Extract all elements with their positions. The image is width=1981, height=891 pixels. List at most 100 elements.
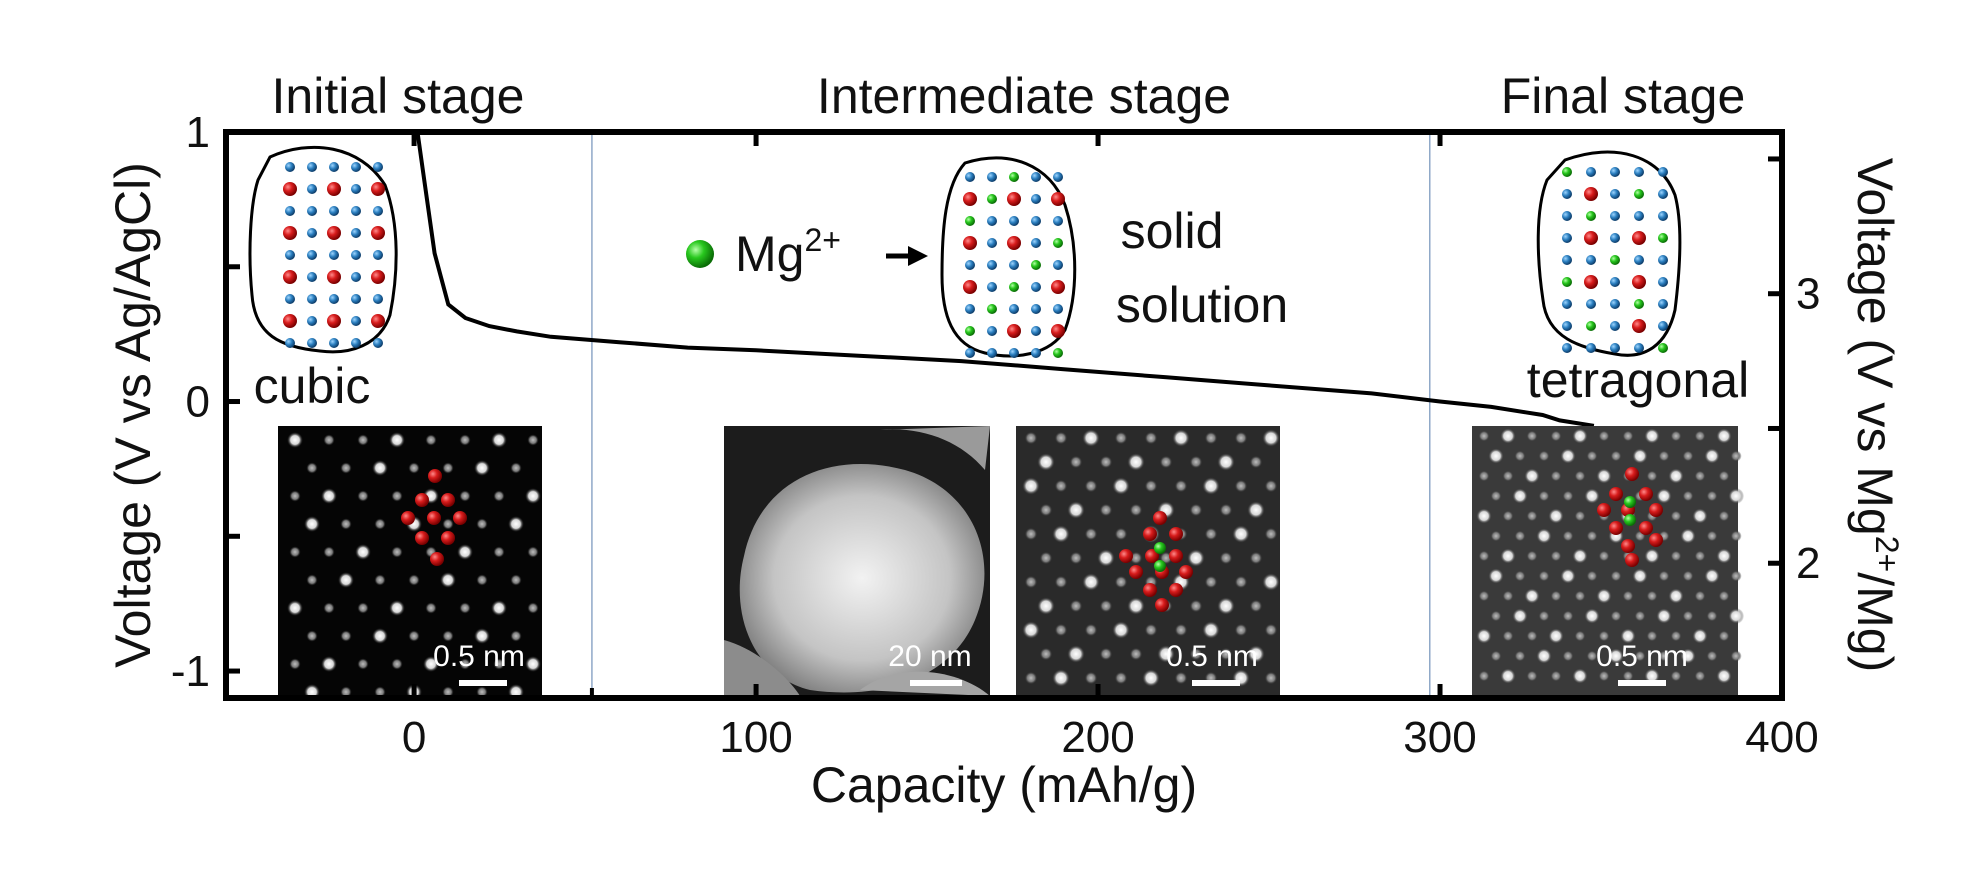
stem-atom-dot — [1538, 570, 1550, 582]
stem-atom-dot — [340, 630, 352, 642]
y-left-tick-label-0: 0 — [186, 378, 210, 427]
stem-atom-dot — [1730, 650, 1742, 662]
stem-atom-dot — [459, 602, 471, 614]
sketch-o-atom — [1632, 275, 1646, 289]
stem-atom-dot — [1550, 590, 1562, 602]
stem-atom-dot — [1668, 468, 1684, 484]
stem-atom-dot — [1114, 431, 1128, 445]
sketch-o-atom — [371, 314, 385, 328]
stem-atom-dot — [1538, 610, 1550, 622]
y-right-tick-labels: 2 3 — [1796, 270, 1820, 589]
stem-atom-dot — [1189, 455, 1203, 469]
stem-atom-dot — [306, 630, 318, 642]
stem-atom-dot — [1632, 448, 1648, 464]
sketch-mg-atom — [987, 304, 997, 314]
sketch-fe-atom — [1562, 321, 1572, 331]
stem-atom-dot — [1526, 510, 1538, 522]
o-atom-marker — [428, 469, 442, 483]
stage-title-final: Final stage — [1501, 68, 1746, 124]
stem-atom-dot — [1249, 599, 1263, 613]
stem-atom-dot — [476, 686, 488, 698]
stem-atom-dot — [476, 574, 488, 586]
stem-atom-dot — [425, 602, 437, 614]
o-atom-marker — [415, 531, 429, 545]
stem-atom-dot — [1574, 510, 1586, 522]
stem-atom-dot — [1682, 570, 1694, 582]
stem-atom-dot — [1716, 668, 1732, 684]
stem-atom-dot — [510, 462, 522, 474]
mg-atom-marker — [1154, 542, 1166, 554]
stem-atom-dot — [1694, 430, 1706, 442]
stem-atom-dot — [1478, 430, 1490, 442]
sketch-fe-atom — [965, 348, 975, 358]
stem-atom-dot — [1658, 450, 1670, 462]
sketch-mg-atom — [1009, 282, 1019, 292]
sketch-fe-atom — [1053, 216, 1063, 226]
axis-ticks — [226, 129, 1785, 698]
sketch-fe-atom — [1610, 233, 1620, 243]
stem-atom-dot — [1622, 430, 1634, 442]
o-atom-marker — [1145, 549, 1159, 563]
stem-atom-dot — [1572, 548, 1588, 564]
stem-atom-dot — [474, 460, 490, 476]
stem-atom-dot — [1217, 453, 1235, 471]
mg-ion-label: Mg2+ — [735, 222, 841, 282]
stem-atom-dot — [1488, 448, 1504, 464]
stem-atom-dot — [1670, 430, 1682, 442]
stem-atom-dot — [1114, 527, 1128, 541]
o-atom-marker — [1169, 583, 1183, 597]
stem-atom-dot — [1502, 510, 1514, 522]
stem-atom-dot — [1157, 645, 1175, 663]
stage-title-intermediate: Intermediate stage — [817, 68, 1231, 124]
sketch-fe-atom — [1610, 343, 1620, 353]
sketch-o-atom — [1584, 187, 1598, 201]
mg-ion-legend: Mg2+ — [686, 222, 928, 282]
stem-atom-dot — [1574, 470, 1586, 482]
sketch-o-atom — [283, 182, 297, 196]
sketch-o-atom — [371, 182, 385, 196]
sketch-fe-atom — [307, 272, 317, 282]
stem-atom-dot — [1524, 588, 1540, 604]
sketch-fe-atom — [1031, 282, 1041, 292]
o-atom-marker — [1621, 539, 1635, 553]
stem-atom-dot — [440, 572, 456, 588]
stem-atom-dot — [525, 488, 541, 504]
stem-atom-dot — [1234, 623, 1248, 637]
stem-atom-dot — [459, 434, 471, 446]
stem-atom-dot — [1596, 468, 1612, 484]
stem-atom-dot — [389, 600, 405, 616]
stem-atom-dot — [389, 432, 405, 448]
stem-atom-dot — [357, 602, 369, 614]
o-atom-marker — [415, 493, 429, 507]
stem-atom-dot — [1610, 450, 1622, 462]
stem-atom-dot — [1680, 648, 1696, 664]
stem-atom-dot — [1114, 575, 1128, 589]
stem-atom-dot — [1512, 488, 1528, 504]
stem-atom-dot — [1598, 550, 1610, 562]
sketch-fe-atom — [1562, 211, 1572, 221]
stem-atom-dot — [459, 490, 471, 502]
sketch-o-atom — [963, 280, 977, 294]
stem-atom-dot — [474, 628, 490, 644]
stem-atom-dot — [1574, 590, 1586, 602]
y-axis-label-right: Voltage (V vs Mg2+/Mg) — [1847, 158, 1905, 672]
stem-atom-dot — [1054, 479, 1068, 493]
o-atom-marker — [427, 511, 441, 525]
stem-atom-dot — [1144, 623, 1158, 637]
sketch-fe-atom — [351, 162, 361, 172]
stem-atom-dot — [323, 602, 335, 614]
stem-atom-dot — [1538, 490, 1550, 502]
sketch-fe-atom — [285, 206, 295, 216]
stem-atom-dot — [1682, 450, 1694, 462]
stem-atom-dot — [1718, 630, 1730, 642]
sketch-o-atom — [327, 314, 341, 328]
stem-atom-dot — [1174, 479, 1188, 493]
sketch-fe-atom — [351, 250, 361, 260]
stem-atom-dot — [527, 434, 539, 446]
sketch-fe-atom — [1586, 343, 1596, 353]
sketch-fe-atom — [1031, 172, 1041, 182]
sketch-fe-atom — [351, 206, 361, 216]
scale-bar-1 — [459, 680, 507, 686]
sketch-fe-atom — [351, 294, 361, 304]
scale-bar-label-1: 0.5 nm — [433, 640, 525, 673]
